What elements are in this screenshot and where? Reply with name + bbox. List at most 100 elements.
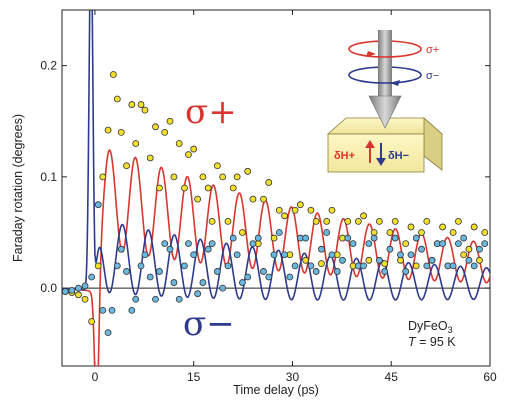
sigma-plus-orbit-front bbox=[348, 48, 422, 58]
data-point-sigma-minus bbox=[194, 290, 202, 298]
sample-name: DyFeO bbox=[408, 319, 448, 333]
data-point-sigma-minus bbox=[123, 268, 130, 275]
delta-h-plus-label: δH+ bbox=[334, 150, 355, 162]
data-point-sigma-plus bbox=[233, 173, 241, 181]
data-point-sigma-minus bbox=[333, 268, 341, 275]
data-point-sigma-minus bbox=[344, 234, 352, 242]
data-point-sigma-plus bbox=[281, 212, 288, 220]
data-point-sigma-plus bbox=[161, 128, 169, 136]
data-point-sigma-plus bbox=[199, 173, 207, 181]
data-point-sigma-plus bbox=[170, 173, 178, 181]
data-point-sigma-minus bbox=[175, 295, 183, 303]
data-point-sigma-plus bbox=[318, 260, 325, 268]
data-point-sigma-minus bbox=[94, 201, 102, 209]
data-point-sigma-plus bbox=[185, 151, 192, 159]
delta-h-minus-label: δH− bbox=[388, 150, 409, 162]
data-point-sigma-minus bbox=[204, 245, 212, 253]
data-point-sigma-plus bbox=[344, 217, 352, 225]
data-point-sigma-plus bbox=[113, 95, 121, 103]
data-point-sigma-minus bbox=[161, 240, 169, 248]
data-point-sigma-minus bbox=[307, 262, 315, 270]
sigma-minus-arrowhead bbox=[390, 80, 400, 86]
data-point-sigma-minus bbox=[224, 262, 232, 270]
data-point-sigma-plus bbox=[213, 162, 221, 170]
data-point-sigma-plus bbox=[402, 240, 410, 248]
plot-area bbox=[61, 9, 491, 367]
data-point-sigma-minus bbox=[137, 262, 145, 270]
inset-schematic: σ+ σ− δH+ δH− bbox=[326, 30, 444, 173]
x-tick-label: 30 bbox=[286, 370, 300, 384]
data-point-sigma-minus bbox=[219, 284, 227, 292]
data-point-sigma-plus bbox=[481, 229, 489, 236]
data-point-sigma-minus bbox=[312, 268, 320, 275]
data-point-sigma-plus bbox=[194, 195, 202, 203]
data-point-sigma-plus bbox=[156, 184, 163, 192]
sample-label: DyFeO3 bbox=[408, 319, 453, 335]
data-point-sigma-plus bbox=[132, 140, 140, 147]
light-beam bbox=[378, 30, 392, 96]
data-point-sigma-minus bbox=[291, 262, 299, 270]
data-point-sigma-plus bbox=[391, 217, 399, 225]
data-point-sigma-plus bbox=[397, 256, 404, 264]
data-point-sigma-minus bbox=[370, 234, 378, 242]
data-point-sigma-minus bbox=[349, 240, 357, 248]
data-point-sigma-minus bbox=[454, 240, 462, 248]
sample-box-front bbox=[327, 133, 425, 173]
data-point-sigma-minus bbox=[260, 268, 267, 275]
data-point-sigma-minus bbox=[233, 251, 241, 259]
data-point-sigma-minus bbox=[249, 240, 257, 248]
x-tick-label: 60 bbox=[483, 370, 497, 384]
data-point-sigma-plus bbox=[141, 106, 149, 114]
data-point-sigma-minus bbox=[386, 245, 394, 253]
data-point-sigma-plus bbox=[370, 229, 378, 236]
data-point-sigma-minus bbox=[208, 240, 216, 248]
data-point-sigma-plus bbox=[81, 295, 89, 303]
y-tick-label: 0.1 bbox=[40, 170, 57, 184]
data-point-sigma-minus bbox=[113, 262, 121, 270]
data-point-sigma-minus bbox=[128, 306, 136, 314]
data-point-sigma-minus bbox=[244, 273, 252, 281]
data-point-sigma-plus bbox=[323, 217, 331, 225]
data-point-sigma-minus bbox=[302, 234, 310, 242]
data-point-sigma-plus bbox=[152, 123, 159, 131]
data-point-sigma-minus bbox=[75, 284, 82, 292]
series-layer bbox=[62, 10, 490, 366]
data-point-sigma-minus bbox=[270, 251, 278, 259]
data-point-sigma-minus bbox=[213, 268, 221, 275]
data-point-sigma-minus bbox=[229, 234, 237, 242]
data-point-sigma-plus bbox=[99, 173, 107, 181]
data-point-sigma-minus bbox=[156, 268, 163, 275]
data-point-sigma-minus bbox=[68, 286, 76, 294]
data-point-sigma-plus bbox=[175, 140, 183, 147]
data-point-sigma-plus bbox=[328, 206, 336, 214]
data-point-sigma-plus bbox=[423, 217, 431, 225]
data-point-sigma-plus bbox=[360, 212, 367, 220]
data-point-sigma-plus bbox=[109, 71, 117, 78]
temperature-label: T = 95 K bbox=[408, 335, 456, 349]
data-point-sigma-minus bbox=[239, 279, 246, 286]
data-point-sigma-minus bbox=[360, 262, 367, 270]
data-point-sigma-minus bbox=[104, 329, 112, 337]
data-point-sigma-plus bbox=[244, 167, 252, 175]
data-point-sigma-plus bbox=[407, 223, 415, 231]
data-point-sigma-plus bbox=[166, 117, 174, 125]
data-point-sigma-minus bbox=[199, 279, 207, 286]
data-point-sigma-minus bbox=[476, 245, 483, 253]
data-point-sigma-minus bbox=[318, 245, 325, 253]
data-point-sigma-minus bbox=[407, 251, 415, 259]
temperature-symbol: T bbox=[408, 335, 417, 349]
data-point-sigma-minus bbox=[81, 282, 89, 290]
data-point-sigma-plus bbox=[296, 201, 304, 209]
data-point-sigma-minus bbox=[465, 256, 473, 264]
data-point-sigma-minus bbox=[449, 262, 457, 270]
data-point-sigma-plus bbox=[412, 262, 420, 270]
data-point-sigma-minus bbox=[412, 234, 420, 242]
data-point-sigma-minus bbox=[99, 306, 107, 314]
data-point-sigma-minus bbox=[328, 251, 336, 259]
data-point-sigma-minus bbox=[265, 273, 273, 281]
x-tick-label: 15 bbox=[187, 370, 201, 384]
data-point-sigma-plus bbox=[265, 179, 273, 186]
data-point-sigma-plus bbox=[291, 206, 299, 214]
data-point-sigma-minus bbox=[108, 306, 116, 314]
data-point-sigma-plus bbox=[146, 154, 154, 162]
